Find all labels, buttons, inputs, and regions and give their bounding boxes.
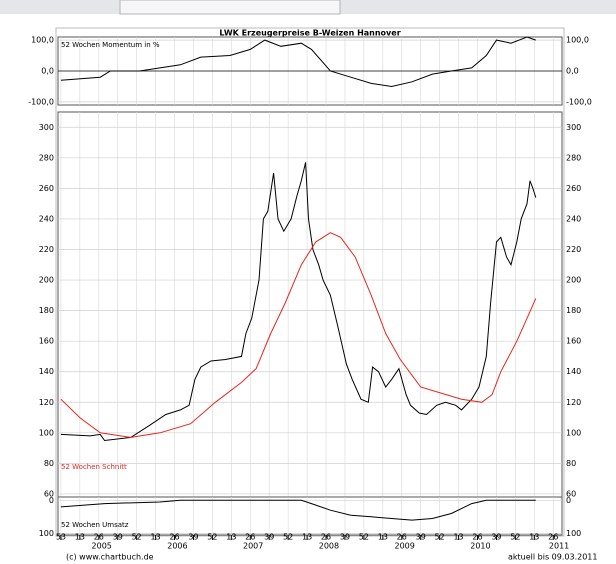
year-label: 2009: [395, 542, 415, 551]
y-tick-label-right: 80: [566, 459, 576, 468]
x-tick-label: 26: [321, 533, 331, 542]
chart-frame: [55, 27, 565, 537]
series-label: 52 Wochen Momentum in %: [61, 41, 160, 49]
y-tick-label-right: 180: [566, 306, 581, 315]
x-tick-label: 52: [359, 533, 369, 542]
y-tick-label-right: 100: [566, 529, 581, 538]
year-label: 2007: [243, 542, 263, 551]
series-line: [60, 36, 536, 88]
y-tick-label: 220: [39, 245, 54, 254]
x-tick-label: 26: [169, 533, 179, 542]
y-tick-label-right: 160: [566, 337, 581, 346]
y-tick-label-right: 300: [566, 123, 581, 132]
year-label: 2006: [167, 542, 187, 551]
source: (c) www.chartbuch.de: [66, 553, 154, 562]
panel-frame: [57, 496, 563, 536]
x-tick-label: 52: [435, 533, 445, 542]
y-tick-label-right: 100: [566, 428, 581, 437]
y-tick-label: 80: [44, 459, 54, 468]
x-tick-label: 13: [75, 533, 85, 542]
y-tick-label: 260: [39, 184, 54, 193]
x-tick-label: 26: [472, 533, 482, 542]
x-tick-label: 13: [529, 533, 539, 542]
series-line: [60, 162, 537, 442]
y-tick-label-right: 200: [566, 276, 581, 285]
y-tick-label: 200: [39, 276, 54, 285]
x-tick-label: 26: [548, 533, 558, 542]
y-tick-label: 60: [44, 489, 54, 498]
y-tick-label: 100: [39, 428, 54, 437]
x-tick-label: 26: [94, 533, 104, 542]
y-tick-label-right: 0: [566, 496, 571, 505]
y-tick-label-right: 120: [566, 398, 581, 407]
x-tick-label: 26: [397, 533, 407, 542]
y-tick-label-right: -100,0: [566, 97, 592, 106]
y-tick-label: 100,0: [31, 36, 54, 45]
x-tick-label: 52: [283, 533, 293, 542]
y-tick-label: 180: [39, 306, 54, 315]
x-tick-label: 53: [56, 533, 66, 542]
y-tick-label: 240: [39, 214, 54, 223]
y-tick-label: 280: [39, 153, 54, 162]
y-tick-label-right: 100,0: [566, 36, 589, 45]
year-label: 2011: [549, 542, 569, 551]
x-tick-label: 39: [113, 533, 123, 542]
y-tick-label: 100: [39, 529, 54, 538]
year-label: 2010: [470, 542, 490, 551]
series-label: 52 Wochen Umsatz: [61, 521, 129, 529]
y-tick-label: -100,0: [28, 97, 54, 106]
y-tick-label: 140: [39, 367, 54, 376]
year-label: 2005: [92, 542, 112, 551]
x-tick-label: 39: [340, 533, 350, 542]
x-tick-label: 39: [491, 533, 501, 542]
chart-title: LWK Erzeugerpreise B-Weizen Hannover: [219, 29, 400, 38]
x-tick-label: 39: [188, 533, 198, 542]
x-tick-label: 13: [453, 533, 463, 542]
x-tick-label: 13: [302, 533, 312, 542]
x-tick-label: 26: [245, 533, 255, 542]
series-line: [60, 499, 536, 521]
series-label: 52 Wochen Schnitt: [61, 463, 127, 471]
x-tick-label: 52: [132, 533, 142, 542]
x-tick-label: 13: [226, 533, 236, 542]
x-tick-label: 13: [151, 533, 161, 542]
y-tick-label-right: 140: [566, 367, 581, 376]
browser-tab: [119, 0, 341, 15]
y-tick-label: 160: [39, 337, 54, 346]
y-tick-label-right: 240: [566, 214, 581, 223]
y-tick-label-right: 0,0: [566, 67, 579, 76]
y-tick-label-right: 280: [566, 153, 581, 162]
series-line: [60, 232, 537, 438]
y-tick-label-right: 60: [566, 489, 576, 498]
x-tick-label: 39: [264, 533, 274, 542]
year-label: 2008: [319, 542, 339, 551]
y-tick-label: 120: [39, 398, 54, 407]
x-tick-label: 52: [207, 533, 217, 542]
y-tick-label-right: 260: [566, 184, 581, 193]
y-tick-label: 0: [49, 496, 54, 505]
x-tick-label: 13: [378, 533, 388, 542]
x-tick-label: 39: [416, 533, 426, 542]
y-tick-label: 300: [39, 123, 54, 132]
updated: aktuell bis 09.03.2011: [508, 553, 597, 562]
y-tick-label-right: 220: [566, 245, 581, 254]
y-tick-label: 0,0: [41, 67, 54, 76]
x-tick-label: 52: [510, 533, 520, 542]
